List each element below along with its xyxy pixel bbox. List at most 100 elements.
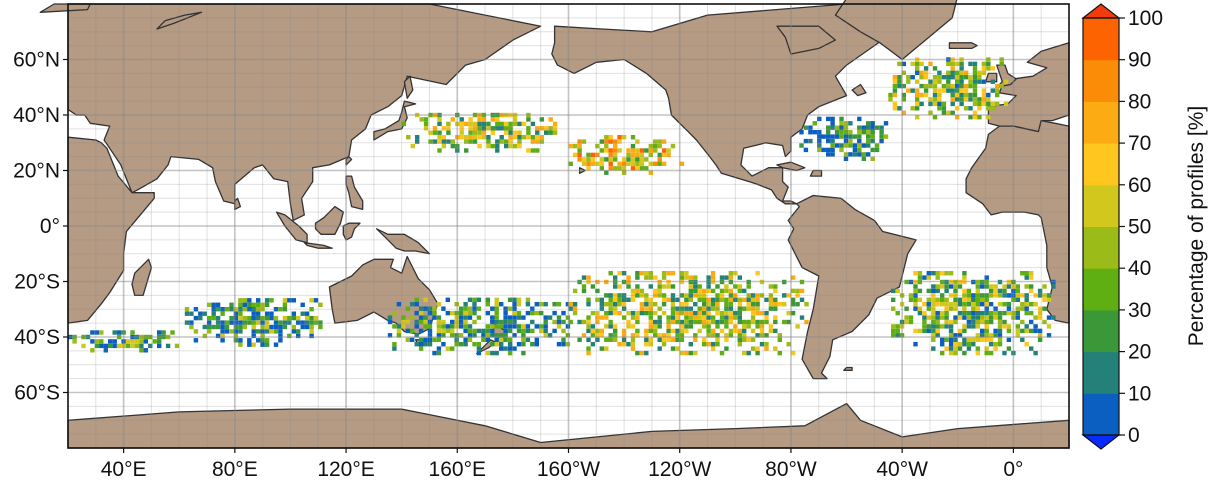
data-cell [768,302,774,307]
data-cell [984,310,989,316]
data-cell [590,310,596,316]
data-cell [481,117,487,122]
data-cell [304,324,310,330]
data-cell [957,346,963,351]
data-cell [269,315,274,321]
data-cell [590,161,596,166]
data-cell [895,288,900,294]
data-cell [1033,328,1038,334]
data-cell [946,110,951,115]
data-cell [485,337,490,342]
data-cell [269,329,274,334]
data-cell [458,333,464,338]
data-cell [586,275,591,280]
data-cell [530,328,535,334]
data-cell [604,148,609,153]
data-cell [626,297,631,302]
data-cell [790,350,796,356]
data-cell [724,319,729,325]
data-cell [499,324,504,329]
data-cell [719,319,725,325]
data-cell [1006,337,1012,342]
data-cell [507,328,513,334]
data-cell [309,320,314,325]
data-cell [693,333,698,338]
data-cell [993,306,998,311]
data-cell [427,337,433,342]
data-cell [697,293,702,298]
data-cell [1029,275,1034,280]
data-cell [684,271,689,276]
data-cell [481,130,487,135]
data-cell [548,126,553,131]
data-cell [503,315,508,320]
data-cell [552,328,557,334]
data-cell [256,298,261,303]
data-cell [830,116,835,122]
data-cell [948,324,954,329]
data-cell [710,271,716,276]
data-cell [229,320,234,325]
data-cell [211,311,216,316]
data-cell [940,297,945,302]
data-cell [808,125,813,130]
x-tick-label: 40°E [101,458,147,480]
data-cell [630,148,636,153]
data-cell [526,117,531,122]
data-cell [997,293,1003,298]
data-cell [937,88,942,93]
data-cell [975,297,980,302]
data-cell [418,342,424,347]
data-cell [971,337,976,342]
data-cell [675,346,680,351]
data-cell [919,75,924,80]
data-cell [950,70,955,75]
data-cell [595,333,600,338]
data-cell [207,324,212,330]
data-cell [414,310,419,316]
data-cell [946,70,951,75]
data-cell [648,319,653,325]
data-cell [941,75,947,80]
data-cell [1020,306,1025,311]
data-cell [472,310,477,316]
data-cell [414,342,419,347]
data-cell [937,75,942,80]
data-cell [962,328,967,334]
data-cell [1020,293,1025,298]
map-panel [39,0,1070,449]
data-cell [521,121,527,127]
data-cell [972,92,978,98]
data-cell [980,333,985,338]
data-cell [830,134,835,139]
data-cell [932,92,938,98]
data-cell [521,333,526,338]
colorbar-tick-label: 40 [1128,257,1151,280]
data-cell [661,310,667,316]
data-cell [857,134,862,139]
data-cell [494,337,499,342]
colorbar-tick-label: 50 [1128,216,1151,239]
data-cell [224,307,230,312]
data-cell [648,310,653,316]
data-cell [1006,284,1012,289]
data-cell [282,307,288,312]
data-cell [773,319,778,325]
data-cell [617,342,622,347]
data-cell [644,271,649,276]
data-cell [959,101,964,107]
data-cell [1006,293,1012,298]
data-cell [931,293,936,298]
data-cell [675,315,680,320]
data-cell [901,92,906,98]
data-cell [782,302,787,307]
data-cell [980,297,985,302]
data-cell [608,271,613,276]
data-cell [706,310,711,316]
data-cell [995,83,1000,89]
data-cell [879,125,884,130]
data-cell [1002,293,1007,298]
data-cell [728,315,734,320]
data-cell [626,152,631,158]
data-cell [1020,302,1025,307]
